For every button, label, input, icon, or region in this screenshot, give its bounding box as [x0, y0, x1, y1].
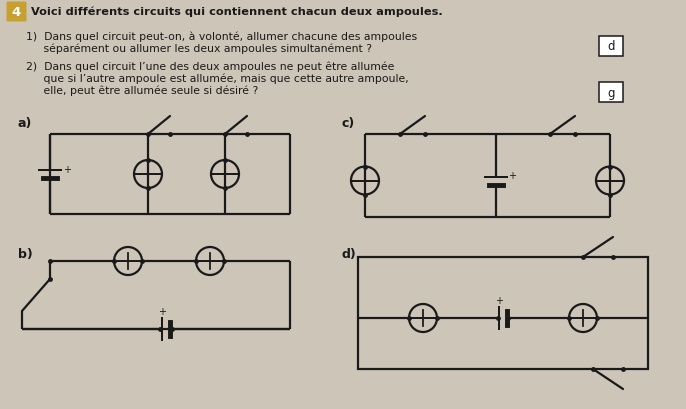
Text: elle, peut être allumée seule si désiré ?: elle, peut être allumée seule si désiré … — [26, 86, 258, 96]
Text: +: + — [63, 164, 71, 175]
Text: +: + — [508, 171, 517, 181]
Text: d: d — [607, 40, 615, 53]
Text: que si l’autre ampoule est allumée, mais que cette autre ampoule,: que si l’autre ampoule est allumée, mais… — [26, 74, 409, 84]
Text: a): a) — [18, 117, 32, 130]
Bar — [358, 257, 648, 369]
Text: g: g — [607, 86, 615, 99]
FancyBboxPatch shape — [599, 37, 623, 57]
Text: b): b) — [18, 247, 33, 261]
Text: c): c) — [342, 117, 355, 130]
Text: Voici différents circuits qui contiennent chacun deux ampoules.: Voici différents circuits qui contiennen… — [31, 7, 442, 17]
Text: +: + — [158, 306, 166, 316]
Text: séparément ou allumer les deux ampoules simultanément ?: séparément ou allumer les deux ampoules … — [26, 44, 372, 54]
Text: 1)  Dans quel circuit peut-on, à volonté, allumer chacune des ampoules: 1) Dans quel circuit peut-on, à volonté,… — [26, 32, 417, 43]
FancyBboxPatch shape — [599, 83, 623, 103]
Text: +: + — [495, 295, 503, 305]
Text: d): d) — [342, 247, 357, 261]
FancyBboxPatch shape — [6, 2, 27, 22]
Text: 4: 4 — [12, 6, 21, 19]
Text: 2)  Dans quel circuit l’une des deux ampoules ne peut être allumée: 2) Dans quel circuit l’une des deux ampo… — [26, 62, 394, 72]
